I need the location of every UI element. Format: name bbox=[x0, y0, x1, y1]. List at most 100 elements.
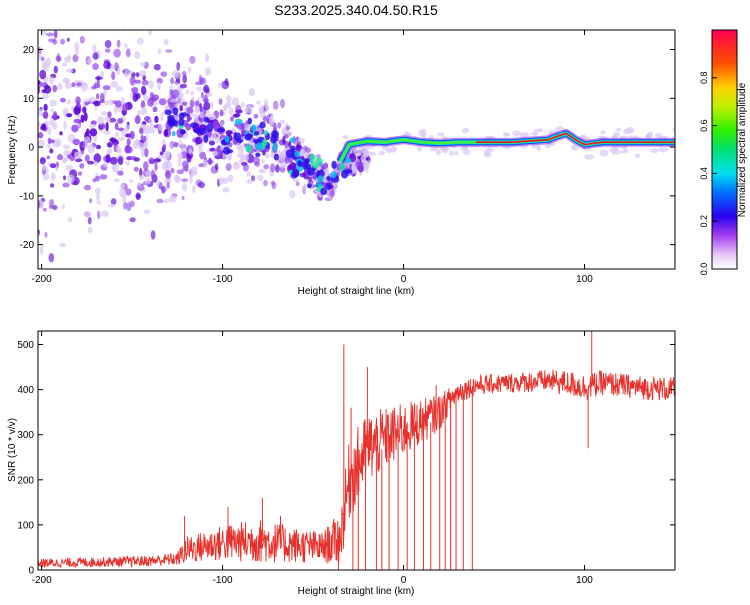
spectrogram-energy-blob bbox=[82, 106, 87, 114]
spectrogram-energy-blob bbox=[110, 80, 119, 88]
spectrogram-energy-blob bbox=[226, 99, 232, 109]
spectrogram-energy-blob bbox=[219, 109, 224, 117]
colorbar-tick-label: 0.2 bbox=[699, 215, 709, 228]
spectrogram-energy-blob bbox=[103, 60, 111, 70]
spectrogram-energy-blob bbox=[117, 127, 124, 132]
spectrogram-energy-blob bbox=[211, 150, 218, 156]
spectrogram-energy-blob bbox=[153, 158, 162, 163]
spectrogram-halo-blob bbox=[437, 132, 445, 137]
spectrogram-energy-blob bbox=[180, 143, 186, 152]
spectrogram-energy-blob bbox=[165, 170, 172, 180]
spectrogram-energy-blob bbox=[194, 104, 201, 114]
spectrogram-energy-blob bbox=[234, 161, 238, 166]
spectrogram-halo-blob bbox=[378, 150, 385, 156]
snr-x-label: Height of straight line (km) bbox=[298, 586, 415, 597]
spectrogram-energy-blob bbox=[179, 129, 186, 135]
spectrogram-energy-blob bbox=[158, 123, 164, 131]
spectrogram-energy-blob bbox=[154, 162, 158, 172]
spectrogram-halo-blob bbox=[536, 128, 544, 133]
spectrogram-halo-blob bbox=[529, 132, 539, 136]
spectrogram-energy-blob bbox=[46, 144, 52, 149]
spectrogram-energy-blob bbox=[59, 131, 63, 136]
spectrogram-energy-blob bbox=[263, 115, 267, 123]
spectrogram-energy-blob bbox=[42, 30, 47, 36]
spectrogram-energy-blob bbox=[67, 99, 71, 105]
spectrogram-energy-blob bbox=[143, 135, 147, 143]
spectrogram-energy-blob bbox=[109, 156, 118, 165]
spectrogram-energy-blob bbox=[190, 91, 194, 96]
spectrogram-energy-blob bbox=[199, 111, 205, 118]
spectrogram-energy-blob bbox=[83, 184, 91, 191]
spectrogram-content bbox=[38, 30, 675, 263]
spectrogram-energy-blob bbox=[222, 177, 228, 185]
spectrogram-energy-blob bbox=[244, 124, 249, 131]
spectrogram-energy-blob bbox=[199, 151, 207, 160]
spectrogram-energy-blob bbox=[275, 164, 280, 173]
spectrogram-energy-blob bbox=[41, 123, 46, 130]
spectrogram-energy-blob bbox=[238, 145, 245, 155]
spectrogram-energy-blob bbox=[187, 66, 192, 74]
spectrogram-energy-blob bbox=[97, 210, 101, 220]
spectrogram-energy-blob bbox=[189, 99, 195, 109]
spectrogram-energy-blob bbox=[52, 205, 58, 210]
spectrogram-energy-blob bbox=[176, 61, 181, 71]
spectrogram-energy-blob bbox=[129, 217, 136, 223]
snr-y-tick-label: 300 bbox=[17, 430, 34, 441]
spectrogram-energy-blob bbox=[302, 145, 308, 150]
spectrogram-energy-blob bbox=[218, 98, 223, 105]
spectrogram-energy-blob bbox=[303, 164, 308, 171]
spectrogram-energy-blob bbox=[46, 32, 55, 37]
snr-y-label: SNR (10 * v/v) bbox=[7, 418, 18, 482]
spectrogram-energy-blob bbox=[250, 124, 257, 132]
spectrogram-energy-blob bbox=[71, 105, 74, 112]
spectrogram-energy-blob bbox=[104, 48, 111, 53]
spectrogram-energy-blob bbox=[124, 145, 131, 154]
spectrogram-energy-blob bbox=[93, 153, 102, 163]
spectrogram-energy-blob bbox=[181, 71, 187, 76]
spectrogram-energy-blob bbox=[144, 178, 151, 185]
spectrogram-halo-blob bbox=[366, 151, 377, 156]
spectrogram-energy-blob bbox=[126, 138, 131, 146]
spectrogram-energy-blob bbox=[123, 68, 131, 78]
spectrogram-energy-blob bbox=[57, 153, 63, 161]
spectrogram-energy-blob bbox=[135, 193, 142, 199]
spectrogram-energy-blob bbox=[83, 211, 91, 217]
spectrogram-x-tick-label: 0 bbox=[401, 274, 407, 285]
spectrogram-energy-blob bbox=[62, 157, 68, 163]
spectrogram-energy-blob bbox=[289, 190, 296, 199]
spectrogram-energy-blob bbox=[57, 82, 63, 90]
spectrogram-energy-blob bbox=[42, 93, 49, 100]
spectrogram-energy-blob bbox=[165, 49, 173, 53]
spectrogram-energy-blob bbox=[80, 114, 85, 123]
spectrogram-energy-blob bbox=[265, 103, 269, 113]
spectrogram-energy-blob bbox=[92, 52, 99, 60]
spectrogram-halo-blob bbox=[634, 153, 641, 158]
spectrogram-energy-blob bbox=[118, 136, 125, 142]
spectrogram-energy-blob bbox=[102, 85, 111, 91]
spectrogram-energy-blob bbox=[295, 181, 300, 187]
spectrogram-energy-blob bbox=[38, 122, 42, 127]
spectrogram-energy-blob bbox=[263, 164, 270, 170]
spectrogram-energy-blob bbox=[107, 148, 113, 155]
spectrogram-energy-blob bbox=[114, 61, 119, 72]
spectrogram-energy-blob bbox=[103, 90, 107, 96]
spectrogram-energy-blob bbox=[84, 154, 90, 163]
spectrogram-energy-blob bbox=[128, 179, 134, 183]
snr-x-tick-label: -200 bbox=[32, 575, 52, 586]
spectrogram-energy-blob bbox=[309, 154, 316, 161]
spectrogram-energy-blob bbox=[150, 230, 156, 240]
spectrogram-energy-blob bbox=[280, 119, 285, 124]
spectrogram-energy-blob bbox=[193, 127, 202, 134]
spectrogram-energy-blob bbox=[224, 135, 230, 143]
spectrogram-energy-blob bbox=[204, 116, 209, 123]
spectrogram-energy-blob bbox=[158, 98, 167, 106]
spectrogram-energy-blob bbox=[90, 120, 97, 126]
spectrogram-energy-blob bbox=[308, 167, 315, 176]
spectrogram-halo-blob bbox=[461, 127, 470, 134]
spectrogram-energy-blob bbox=[113, 178, 120, 183]
spectrogram-energy-blob bbox=[143, 161, 149, 171]
spectrogram-energy-blob bbox=[42, 173, 50, 181]
spectrogram-energy-blob bbox=[48, 38, 56, 43]
spectrogram-energy-blob bbox=[224, 102, 228, 111]
spectrogram-energy-blob bbox=[91, 85, 97, 90]
